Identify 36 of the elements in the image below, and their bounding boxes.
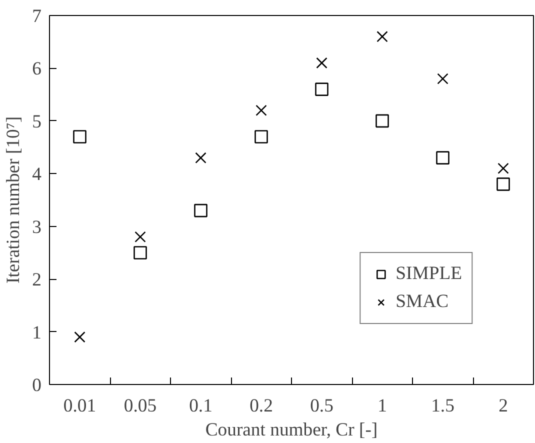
point [254, 130, 268, 144]
point [134, 231, 146, 242]
y-tick-label: 1 [32, 322, 42, 344]
point [256, 104, 267, 116]
point [498, 162, 509, 174]
point [315, 82, 328, 96]
x-tick-label: 1.5 [431, 396, 454, 416]
point [436, 151, 450, 164]
y-tick-label: 5 [32, 111, 42, 132]
point [437, 73, 448, 84]
legend-label: SMAC [396, 291, 449, 313]
legend-label: SIMPLE [396, 263, 462, 285]
point [316, 57, 328, 69]
x-tick-label: 2 [498, 396, 508, 416]
x-tick-label: 0.5 [310, 396, 334, 416]
x-tick-label: 0.2 [250, 396, 273, 416]
y-tick-label: 7 [32, 6, 42, 27]
point [376, 114, 389, 128]
point [194, 204, 208, 218]
x-tick-label: 1 [378, 396, 387, 416]
point [134, 246, 147, 260]
point [496, 178, 510, 191]
point [73, 130, 86, 144]
point [74, 331, 86, 343]
point [376, 30, 388, 42]
x-tick-label: 0.01 [63, 396, 96, 416]
y-tick-label: 0 [32, 375, 42, 396]
y-axis-title: Iteration number [10⁷] [3, 116, 24, 284]
x-tick-label: 0.1 [189, 396, 212, 416]
point [195, 152, 206, 164]
y-tick-label: 4 [32, 164, 42, 186]
y-tick-label: 3 [32, 216, 42, 238]
x-axis-title: Courant number, Cr [-] [205, 420, 378, 440]
y-tick-label: 6 [32, 58, 42, 80]
x-tick-label: 0.05 [124, 396, 157, 416]
y-tick-label: 2 [32, 270, 42, 291]
